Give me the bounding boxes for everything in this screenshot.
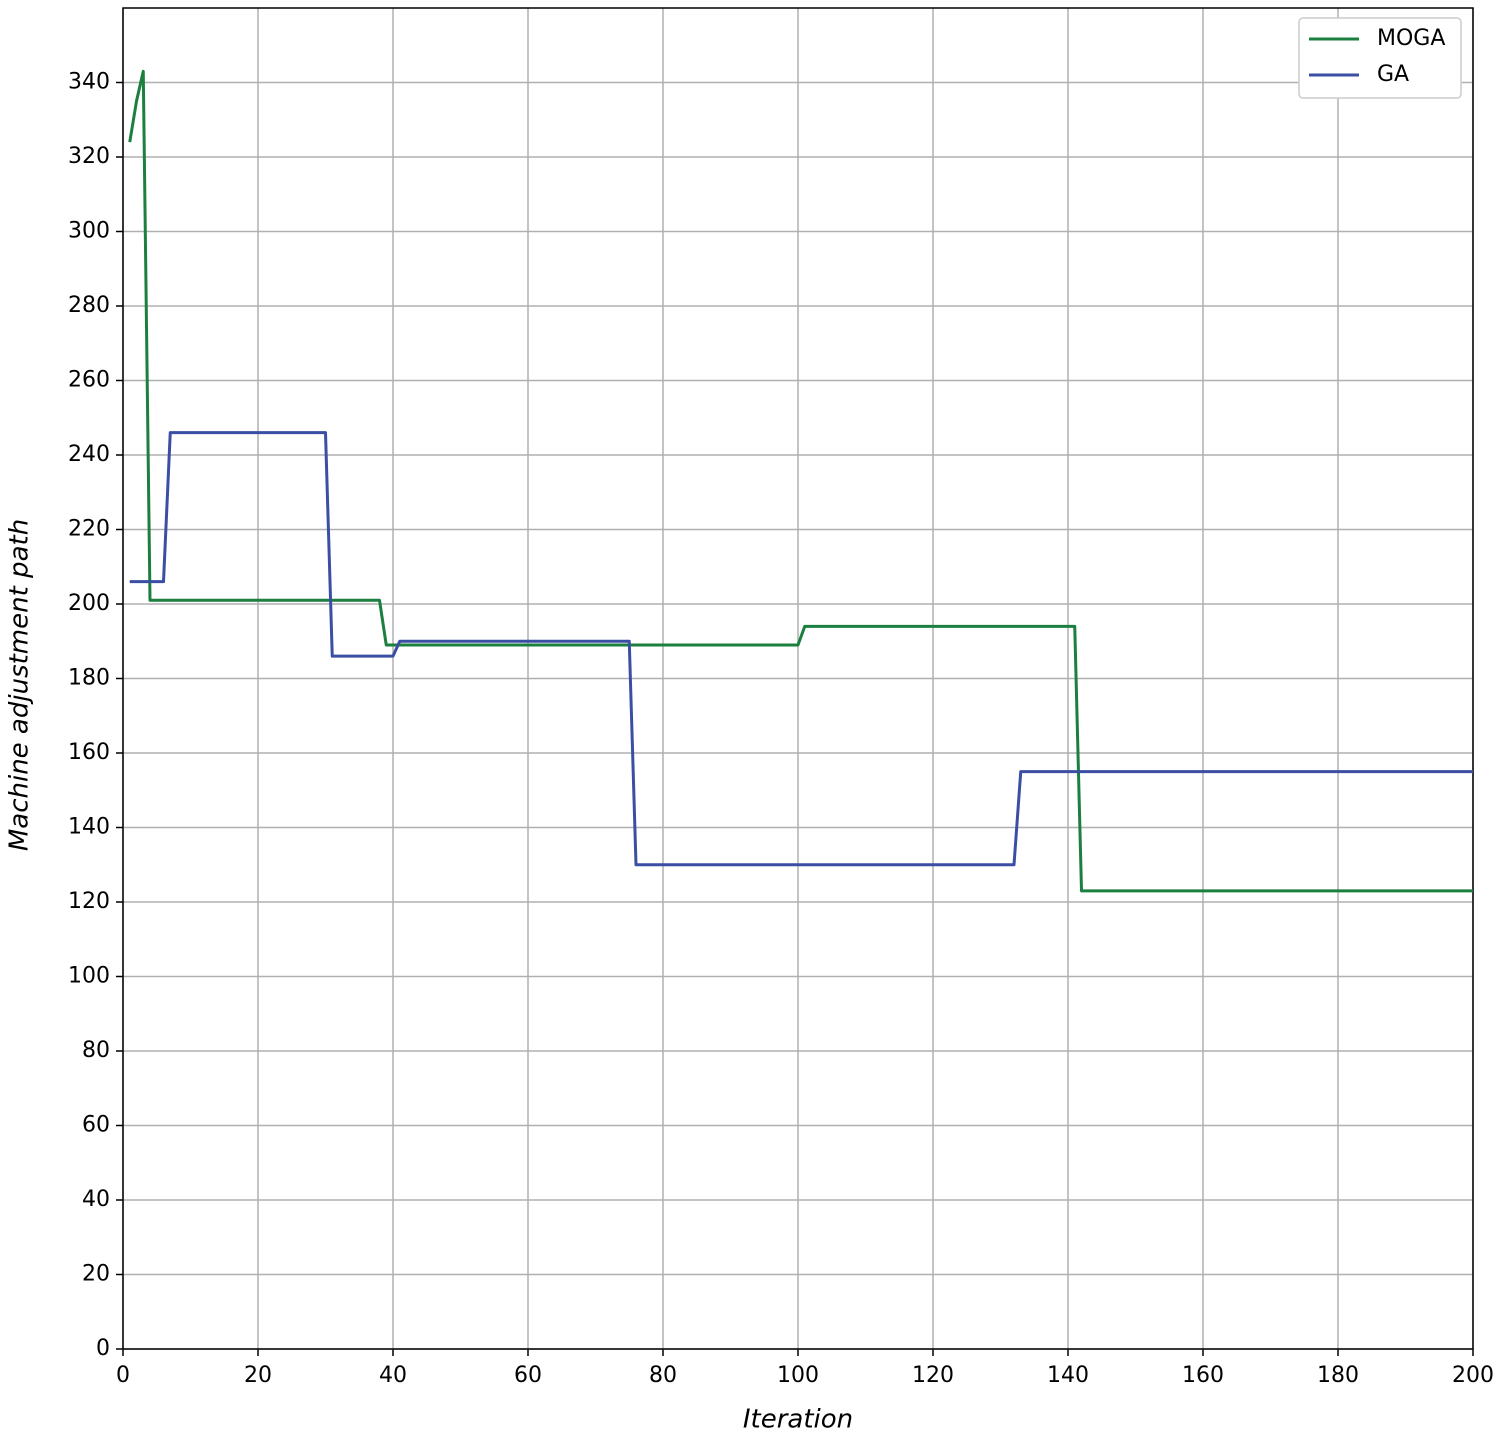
- y-tick-label: 140: [68, 815, 110, 840]
- y-tick-label: 20: [82, 1262, 110, 1287]
- y-tick-label: 200: [68, 591, 110, 616]
- series-line: [129, 431, 1473, 867]
- x-tick-label: 0: [116, 1363, 130, 1388]
- plot-frame: [122, 7, 1474, 1350]
- y-tick-label: 120: [68, 889, 110, 914]
- y-tick-label: 320: [68, 144, 110, 169]
- x-axis-label: Iteration: [743, 1405, 853, 1435]
- y-tick-label: 340: [68, 70, 110, 95]
- y-tick-label: 160: [68, 740, 110, 765]
- y-axis-label: Machine adjustment path: [5, 519, 35, 851]
- y-tick-label: 180: [68, 666, 110, 691]
- y-tick-label: 260: [68, 368, 110, 393]
- x-tick-label: 120: [912, 1363, 954, 1388]
- series-line: [128, 69, 1473, 893]
- x-tick-label: 160: [1182, 1363, 1224, 1388]
- y-tick-label: 220: [68, 517, 110, 542]
- x-tick-label: 60: [514, 1363, 542, 1388]
- x-tick-label: 100: [777, 1363, 819, 1388]
- legend-label: MOGA: [1377, 26, 1445, 51]
- y-tick-label: 100: [68, 964, 110, 989]
- y-tick-label: 300: [68, 219, 110, 244]
- y-tick-label: 60: [82, 1113, 110, 1138]
- x-tick-label: 180: [1317, 1363, 1359, 1388]
- y-tick-label: 40: [82, 1187, 110, 1212]
- y-tick-label: 0: [96, 1336, 110, 1361]
- x-tick-label: 20: [244, 1363, 272, 1388]
- legend-label: GA: [1377, 62, 1409, 87]
- x-tick-label: 80: [649, 1363, 677, 1388]
- y-tick-label: 80: [82, 1038, 110, 1063]
- y-tick-label: 240: [68, 442, 110, 467]
- y-tick-label: 280: [68, 293, 110, 318]
- x-tick-label: 140: [1047, 1363, 1089, 1388]
- x-tick-label: 40: [379, 1363, 407, 1388]
- x-tick-label: 200: [1452, 1363, 1494, 1388]
